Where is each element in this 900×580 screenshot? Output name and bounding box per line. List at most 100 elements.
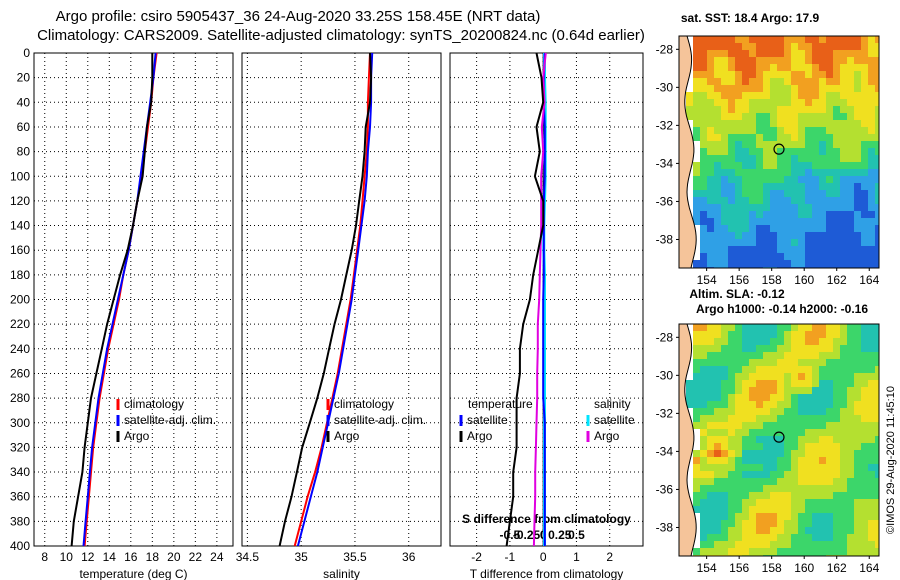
map-cell: [791, 464, 798, 471]
map-cell: [847, 64, 854, 71]
map-cell: [798, 534, 805, 541]
map-cell: [770, 513, 777, 520]
map-cell: [763, 85, 770, 92]
map-cell: [714, 169, 721, 176]
map-cell: [742, 36, 749, 43]
map-cell: [735, 401, 742, 408]
map-cell: [742, 359, 749, 366]
map-cell: [826, 359, 833, 366]
map-cell: [875, 141, 879, 148]
map-cell: [861, 429, 868, 436]
map-cell: [742, 155, 749, 162]
map-cell: [721, 387, 728, 394]
map-cell: [784, 120, 791, 127]
map-cell: [763, 127, 770, 134]
map-cell: [798, 92, 805, 99]
map-cell: [735, 211, 742, 218]
map-cell: [728, 485, 735, 492]
map-cell: [840, 338, 847, 345]
land-area: [678, 323, 697, 557]
map-cell: [777, 92, 784, 99]
map-cell: [861, 366, 868, 373]
map-cell: [700, 415, 707, 422]
map-cell: [763, 492, 770, 499]
map-cell: [721, 64, 728, 71]
map-cell: [819, 239, 826, 246]
map-cell: [742, 443, 749, 450]
map-cell: [805, 71, 812, 78]
map-cell: [868, 366, 875, 373]
map-cell: [756, 85, 763, 92]
map-cell: [805, 485, 812, 492]
map-cell: [693, 380, 700, 387]
map-cell: [826, 120, 833, 127]
map-cell: [833, 359, 840, 366]
map-cell: [833, 197, 840, 204]
map-cell: [749, 85, 756, 92]
map-cell: [693, 211, 700, 218]
map-cell: [833, 99, 840, 106]
map-cell: [847, 352, 854, 359]
map-cell: [791, 520, 798, 527]
x-tick-label: 34.5: [236, 550, 260, 564]
map-cell: [868, 415, 875, 422]
map-cell: [756, 450, 763, 457]
map-cell: [707, 197, 714, 204]
map-cell: [763, 443, 770, 450]
map-cell: [693, 506, 700, 513]
map-cell: [700, 78, 707, 85]
map-cell: [728, 197, 735, 204]
map-cell: [777, 85, 784, 92]
map-cell: [735, 64, 742, 71]
map-cell: [777, 408, 784, 415]
map-cell: [784, 246, 791, 253]
map-cell: [749, 225, 756, 232]
map-cell: [700, 450, 707, 457]
map-cell: [833, 520, 840, 527]
map-cell: [861, 331, 868, 338]
map-cell: [777, 36, 784, 43]
map-cell: [721, 183, 728, 190]
map-cell: [791, 380, 798, 387]
map-cell: [693, 50, 700, 57]
map-cell: [770, 71, 777, 78]
land-area: [678, 35, 697, 269]
map-cell: [840, 232, 847, 239]
map-cell: [791, 232, 798, 239]
map-cell: [763, 211, 770, 218]
map-cell: [770, 499, 777, 506]
map-cell: [756, 36, 763, 43]
map-cell: [861, 450, 868, 457]
map-cell: [798, 471, 805, 478]
map-cell: [861, 492, 868, 499]
map-cell: [742, 457, 749, 464]
map-cell: [756, 541, 763, 548]
legend-label: satellite-adj. clim.: [124, 413, 216, 427]
map-cell: [784, 260, 791, 267]
map-cell: [721, 352, 728, 359]
map-cell: [700, 492, 707, 499]
map-cell: [735, 134, 742, 141]
map-cell: [728, 134, 735, 141]
map-cell: [826, 260, 833, 267]
map-cell: [749, 134, 756, 141]
map-cell: [833, 513, 840, 520]
map-cell: [749, 471, 756, 478]
map-cell: [777, 120, 784, 127]
map-cell: [791, 225, 798, 232]
y-tick-label: 220: [10, 317, 30, 331]
map-cell: [819, 127, 826, 134]
map-cell: [728, 506, 735, 513]
map-cell: [707, 457, 714, 464]
map-cell: [721, 85, 728, 92]
sla-title-line1: Altim. SLA: -0.12: [689, 287, 785, 301]
map-cell: [791, 190, 798, 197]
series-line: [293, 52, 371, 547]
map-cell: [763, 338, 770, 345]
map-cell: [861, 113, 868, 120]
map-cell: [868, 190, 875, 197]
map-cell: [749, 57, 756, 64]
map-cell: [798, 225, 805, 232]
map-cell: [749, 394, 756, 401]
map-cell: [854, 506, 861, 513]
